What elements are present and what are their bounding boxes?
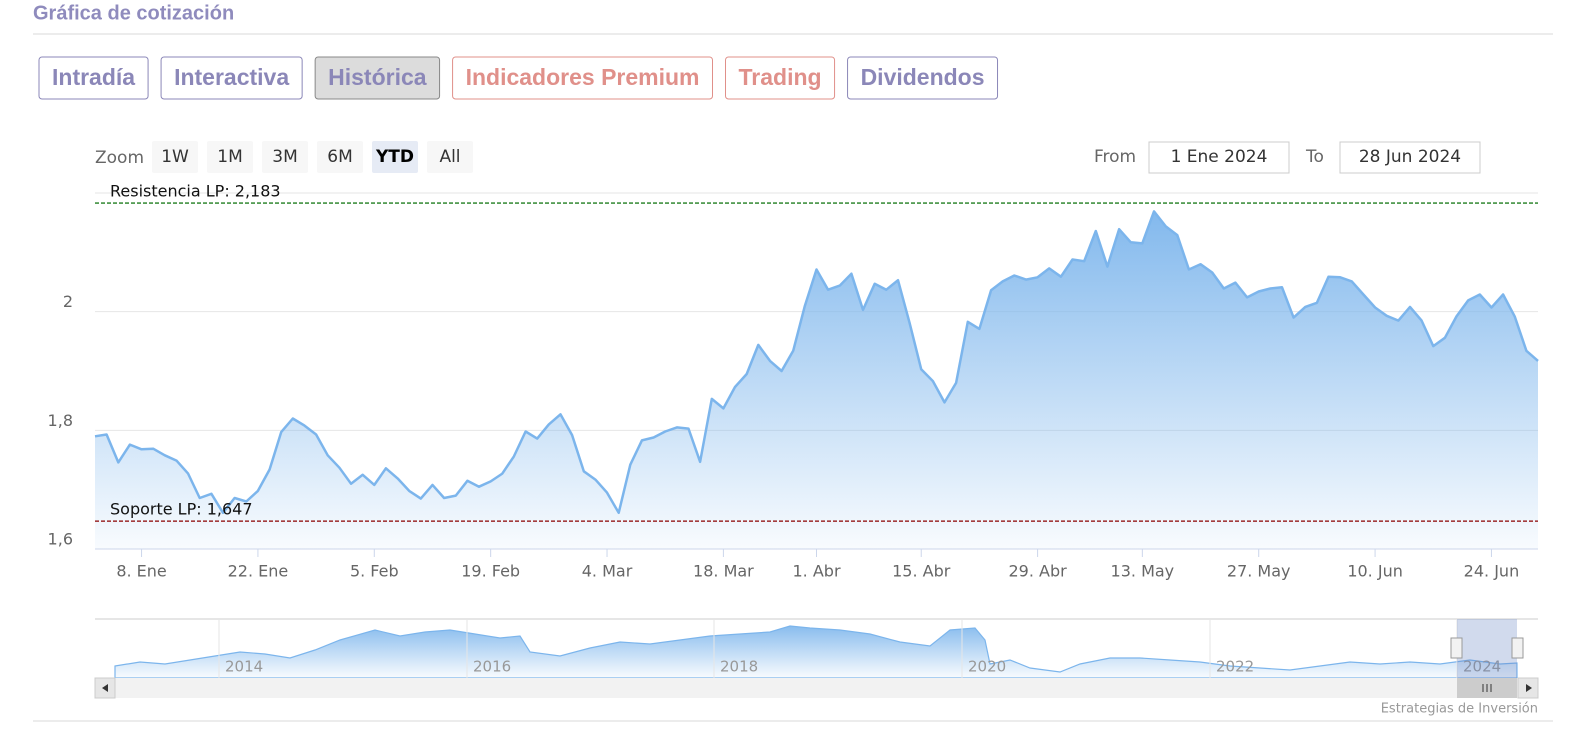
x-tick-label: 4. Mar xyxy=(582,562,633,581)
x-tick-label: 10. Jun xyxy=(1347,562,1403,581)
tab-label: Intradía xyxy=(52,64,135,90)
section-title: Gráfica de cotización xyxy=(33,2,234,24)
x-tick-label: 15. Abr xyxy=(892,562,951,581)
zoom-button-label: YTD xyxy=(375,147,414,167)
x-tick-label: 22. Ene xyxy=(228,562,289,581)
x-tick-label: 13. May xyxy=(1111,562,1175,581)
zoom-label: Zoom xyxy=(95,148,144,168)
tab[interactable]: Dividendos xyxy=(847,56,999,100)
zoom-button-label: All xyxy=(439,147,460,167)
navigator: 2014 2016 2018 2020 2022 2024 xyxy=(94,618,1539,699)
zoom-button-bg xyxy=(207,141,253,173)
zoom-button[interactable]: 6M xyxy=(317,141,363,173)
tab-frame xyxy=(847,56,999,100)
navigator-series xyxy=(114,625,1518,679)
to-label: To xyxy=(1305,147,1324,167)
grip-icon xyxy=(1482,684,1492,692)
arrow-icon xyxy=(1526,684,1532,692)
x-tick-label: 1. Abr xyxy=(792,562,840,581)
plot-area: 1,6 1,8 2 8. Ene 22. Ene 5. Feb 19. Feb 4. Mar 1… xyxy=(48,182,1539,581)
tab-frame xyxy=(725,56,836,100)
tab[interactable]: Indicadores Premium xyxy=(452,56,713,100)
tab-frame xyxy=(38,56,149,100)
tab-label: Dividendos xyxy=(861,64,985,90)
tab-label: Trading xyxy=(739,64,822,90)
navigator-window[interactable] xyxy=(1457,619,1517,678)
navigator-handle[interactable] xyxy=(1511,637,1524,659)
y-tick-label: 1,6 xyxy=(48,530,73,549)
tab-bar: Intradía Interactiva Histórica Indicadores … xyxy=(38,56,999,100)
navigator-label: 2024 xyxy=(1463,658,1501,676)
range-selector: From 1 Ene 2024 To 28 Jun 2024 xyxy=(1094,141,1481,174)
navigator-axis: 2014 2016 2018 2020 2022 2024 xyxy=(218,619,1501,678)
reference-label: Resistencia LP: 2,183 xyxy=(110,182,281,201)
tab[interactable]: Intradía xyxy=(38,56,149,100)
zoom-button[interactable]: 1M xyxy=(207,141,253,173)
navigator-label: 2022 xyxy=(1216,658,1254,676)
zoom-button[interactable]: All xyxy=(427,141,473,173)
x-tick-label: 8. Ene xyxy=(116,562,166,581)
x-tick-label: 5. Feb xyxy=(350,562,399,581)
to-value: 28 Jun 2024 xyxy=(1359,147,1461,167)
x-tick-label: 18. Mar xyxy=(693,562,754,581)
y-tick-label: 1,8 xyxy=(48,411,73,430)
zoom-bar: Zoom 1W 1M 3M 6M YTD All xyxy=(95,141,473,173)
area-fill xyxy=(95,211,1538,549)
zoom-button[interactable]: 3M xyxy=(262,141,308,173)
tab-label: Interactiva xyxy=(174,64,289,90)
y-tick-label: 2 xyxy=(63,292,73,311)
tab-label: Indicadores Premium xyxy=(466,64,700,90)
to-input[interactable] xyxy=(1339,141,1481,174)
navigator-label: 2020 xyxy=(968,658,1006,676)
x-tick-label: 19. Feb xyxy=(461,562,520,581)
credits: Estrategias de Inversión xyxy=(1381,702,1538,717)
area-line xyxy=(94,210,1539,515)
tab-frame xyxy=(452,56,713,100)
zoom-button-bg xyxy=(372,141,418,173)
tab-frame xyxy=(160,56,303,100)
navigator-label: 2016 xyxy=(473,658,511,676)
tab[interactable]: Histórica xyxy=(314,56,441,100)
navigator-label: 2018 xyxy=(720,658,758,676)
zoom-button[interactable]: 1W xyxy=(152,141,198,173)
from-label: From xyxy=(1094,147,1136,167)
zoom-button-label: 1W xyxy=(161,147,189,167)
zoom-button-bg xyxy=(152,141,198,173)
tab-label: Histórica xyxy=(328,64,427,90)
tab[interactable]: Interactiva xyxy=(160,56,303,100)
scrollbar-track xyxy=(95,678,1538,698)
navigator-handle[interactable] xyxy=(1450,637,1463,659)
zoom-button-bg xyxy=(262,141,308,173)
x-tick-label: 29. Abr xyxy=(1008,562,1067,581)
zoom-button-bg xyxy=(317,141,363,173)
tab-frame xyxy=(314,56,441,100)
from-value: 1 Ene 2024 xyxy=(1171,147,1268,167)
x-tick-label: 27. May xyxy=(1227,562,1291,581)
zoom-button-bg xyxy=(427,141,473,173)
from-input[interactable] xyxy=(1148,141,1290,174)
tab[interactable]: Trading xyxy=(725,56,836,100)
zoom-button-label: 3M xyxy=(272,147,297,167)
zoom-button[interactable]: YTD xyxy=(372,141,418,173)
zoom-button-label: 1M xyxy=(217,147,242,167)
reference-label: Soporte LP: 1,647 xyxy=(110,500,253,519)
arrow-icon xyxy=(102,684,108,692)
x-tick-label: 24. Jun xyxy=(1464,562,1520,581)
zoom-button-label: 6M xyxy=(327,147,352,167)
navigator-label: 2014 xyxy=(225,658,263,676)
